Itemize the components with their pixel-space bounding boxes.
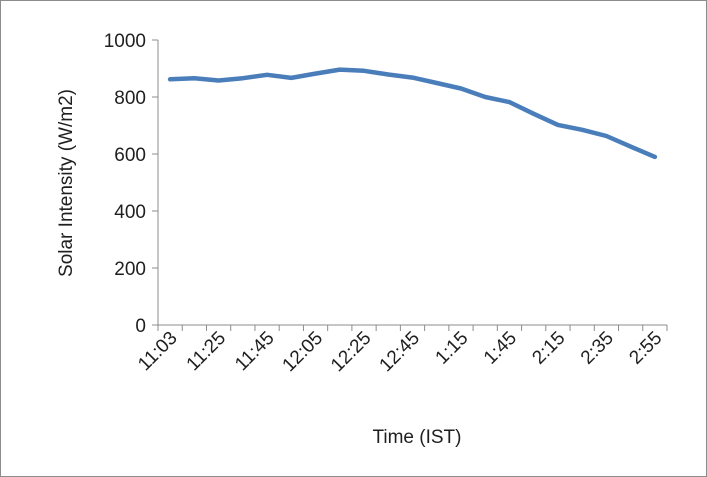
x-tick-label: 2:55	[625, 328, 666, 369]
y-tick-label: 1000	[104, 31, 146, 52]
x-tick-label: 2:15	[528, 328, 569, 369]
y-tick-label: 800	[114, 88, 146, 109]
y-tick-label: 600	[114, 145, 146, 166]
y-tick-label: 200	[114, 259, 146, 280]
x-axis-title: Time (IST)	[372, 427, 461, 448]
x-axis: 11:03 11:25 11:45 12:05 12:25 12:45 1:15 1:45 2:…	[134, 324, 668, 376]
x-tick-label: 12:45	[376, 328, 424, 376]
x-tick-label: 12:25	[327, 328, 375, 376]
y-tick-label: 0	[135, 316, 146, 337]
series-line	[167, 67, 658, 160]
x-tick-label: 2:35	[577, 328, 618, 369]
x-tick-label: 1:15	[432, 328, 473, 369]
y-axis-title: Solar Intensity (W/m2)	[56, 89, 77, 277]
y-axis: 0 200 400 600 800 1000	[104, 31, 159, 337]
x-tick-label: 12:05	[279, 328, 327, 376]
x-tick-label: 11:25	[183, 328, 230, 375]
x-tick-label: 11:45	[231, 328, 278, 375]
y-tick-label: 400	[114, 202, 146, 223]
x-tick-label: 1:45	[480, 328, 521, 369]
series-layer	[167, 67, 658, 160]
